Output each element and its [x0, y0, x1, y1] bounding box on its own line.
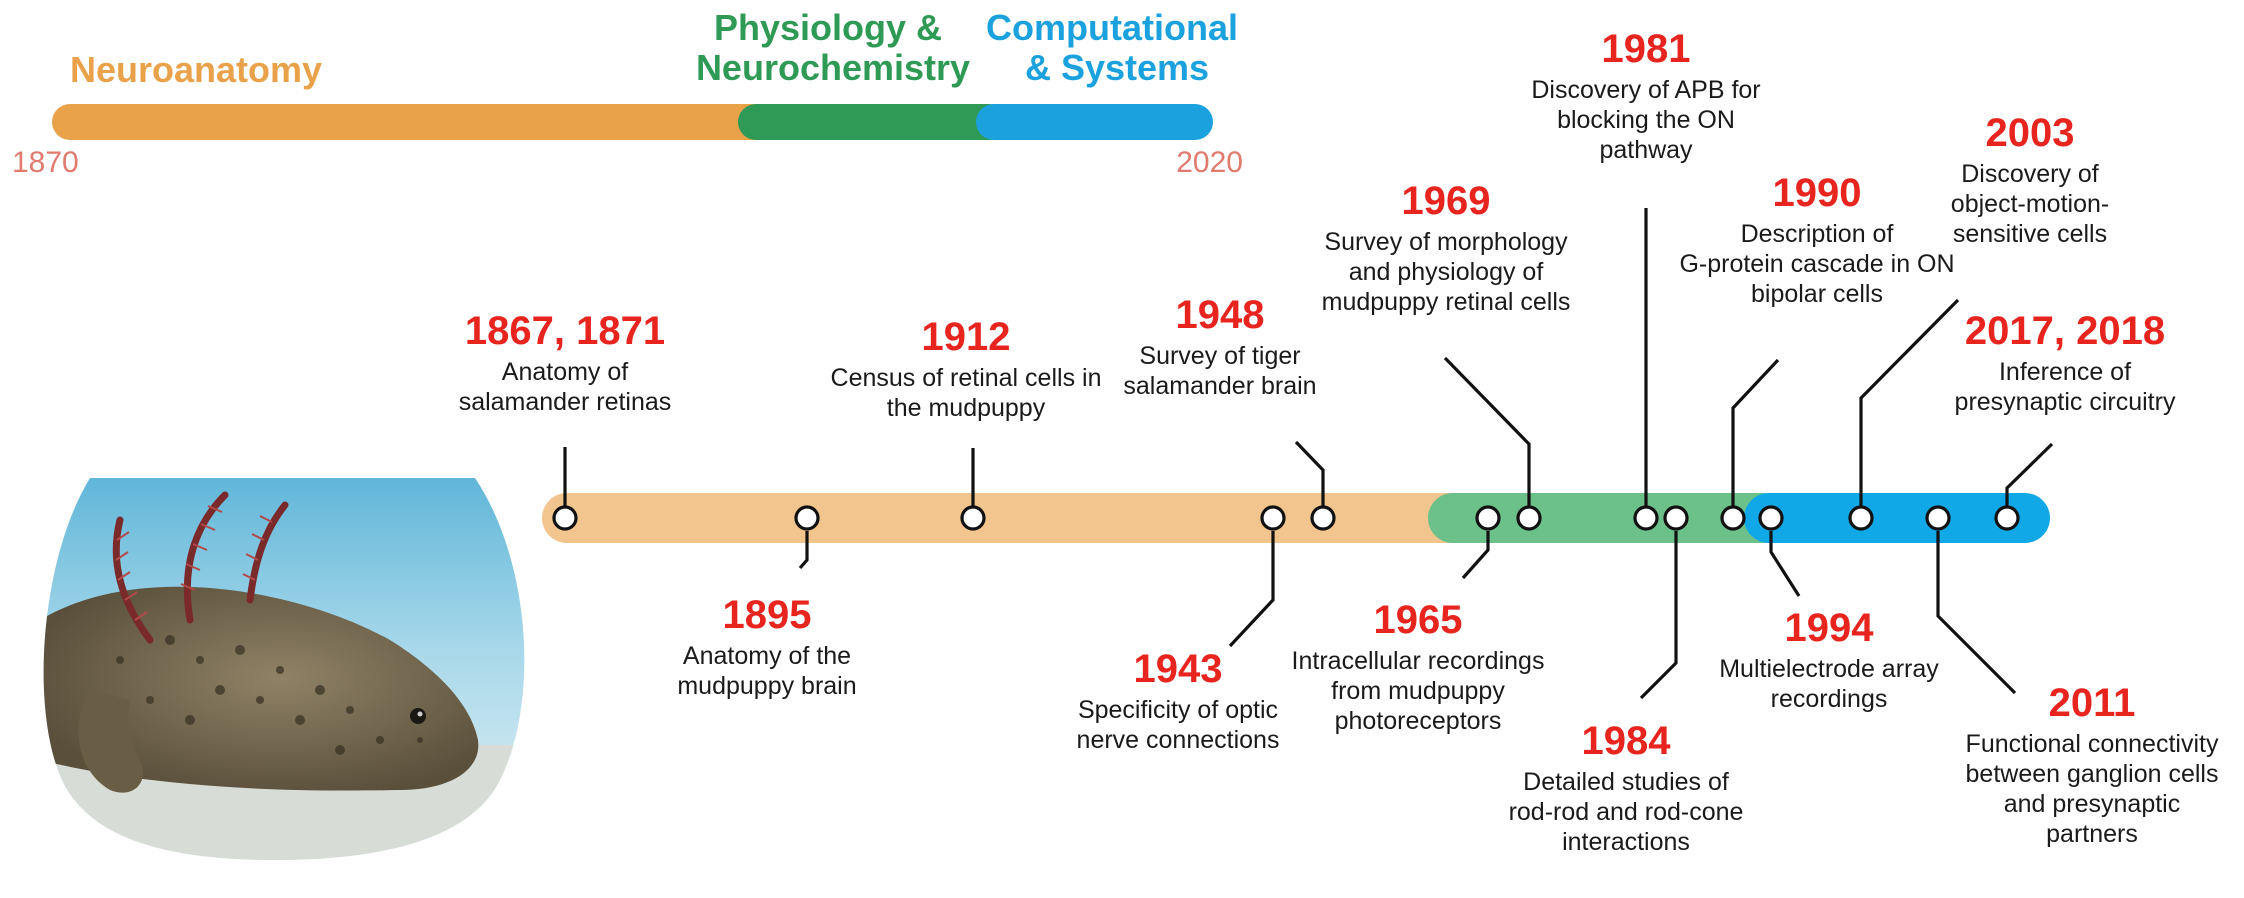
event-year: 1984 [1582, 719, 1672, 763]
event-marker [1758, 505, 1784, 531]
event-connector [1731, 358, 1780, 506]
event-description: Detailed studies of rod-rod and rod-cone i… [1509, 768, 1744, 856]
event-description: Anatomy of the mudpuppy brain [677, 642, 856, 700]
era-bar-neuroanatomy [52, 104, 772, 140]
event-year: 1969 [1402, 179, 1491, 223]
event-description: Census of retinal cells in the mudpuppy [831, 364, 1102, 422]
event-marker [1260, 505, 1286, 531]
event-connector [1859, 298, 1960, 506]
era-bar-physiology [738, 104, 1008, 140]
timeline-segment-neuroanatomy [542, 493, 1492, 543]
era-start-year: 1870 [12, 146, 79, 179]
event-connector [1228, 531, 1275, 648]
event-marker [960, 505, 986, 531]
event-year: 1895 [723, 593, 812, 637]
event-description: Intracellular recordings from mudpuppy pho… [1292, 647, 1545, 735]
event-description: Multielectrode array recordings [1719, 655, 1939, 713]
salamander-photo [43, 478, 525, 860]
event-year: 1912 [922, 315, 1011, 359]
event-marker [1633, 505, 1659, 531]
event-connector [1461, 531, 1490, 580]
event-marker [1475, 505, 1501, 531]
era-label-physiology: Physiology & Neurochemistry [696, 7, 970, 88]
event-connector [798, 531, 809, 570]
event-year: 1867, 1871 [465, 309, 665, 353]
main-timeline [542, 493, 2050, 543]
event-connector [1294, 440, 1325, 506]
era-end-year: 2020 [1176, 146, 1243, 179]
event-marker [1720, 505, 1746, 531]
event-connector [2005, 442, 2054, 506]
event-description: Survey of morphology and physiology of mud… [1322, 228, 1571, 316]
event-connector [1639, 531, 1678, 700]
timeline-events: 1867, 1871 Anatomy of salamander retinas 18… [459, 27, 2219, 856]
event-year: 2011 [2049, 681, 2136, 725]
event-year: 1994 [1785, 606, 1875, 650]
event-description: Functional connectivity between ganglion … [1966, 730, 2219, 848]
event-year: 1943 [1134, 647, 1223, 691]
event-connector [1443, 356, 1531, 506]
event-description: Discovery of APB for blocking the ON pathw… [1531, 76, 1760, 164]
event-description: Description of G-protein cascade in ON bip… [1679, 220, 1954, 308]
event-marker [1663, 505, 1689, 531]
event-marker [1925, 505, 1951, 531]
timeline-segment-computational [1744, 493, 2050, 543]
event-description: Discovery of object-motion-sensitive cell… [1951, 160, 2109, 248]
timeline-segment-physiology [1428, 493, 1808, 543]
era-label-neuroanatomy: Neuroanatomy [70, 49, 322, 90]
event-connector [1769, 531, 1801, 597]
event-marker [1310, 505, 1336, 531]
event-year: 1965 [1374, 598, 1463, 642]
event-connector [1936, 531, 2017, 695]
event-year: 2017, 2018 [1965, 309, 2165, 353]
event-marker [1516, 505, 1542, 531]
event-marker [1994, 505, 2020, 531]
event-description: Anatomy of salamander retinas [459, 358, 672, 416]
event-year: 2003 [1986, 111, 2075, 155]
event-marker [552, 505, 578, 531]
event-marker [1848, 505, 1874, 531]
event-description: Inference of presynaptic circuitry [1955, 358, 2176, 416]
event-description: Specificity of optic nerve connections [1077, 696, 1280, 754]
era-label-computational: Computational & Systems [986, 7, 1248, 88]
era-bar-computational [976, 104, 1213, 140]
event-description: Survey of tiger salamander brain [1123, 342, 1316, 400]
event-year: 1981 [1602, 27, 1691, 71]
event-year: 1948 [1176, 293, 1265, 337]
event-year: 1990 [1773, 171, 1862, 215]
era-overview: Neuroanatomy Physiology & Neurochemistry… [12, 7, 1248, 179]
event-marker [794, 505, 820, 531]
